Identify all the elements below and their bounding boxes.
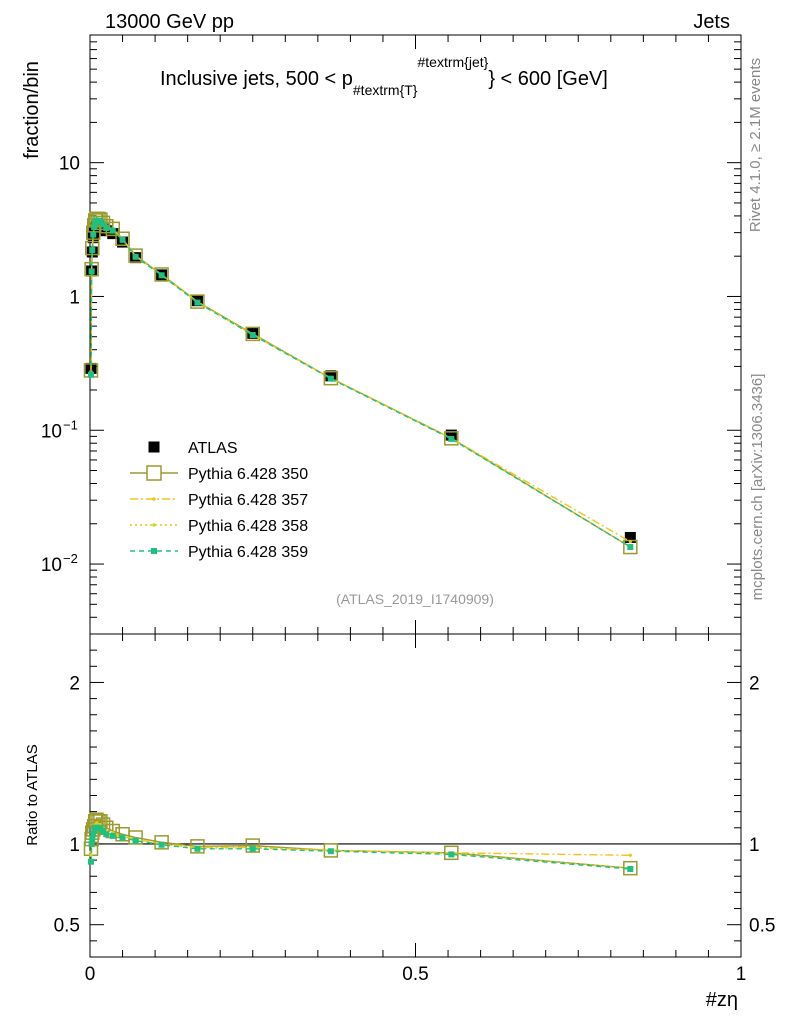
ratio-y-tick-label-right: 2 bbox=[749, 673, 760, 694]
mc-marker-1 bbox=[190, 294, 205, 309]
mc-marker-4 bbox=[627, 865, 634, 872]
mc-marker-4 bbox=[448, 851, 455, 858]
ratio-axis-ticks: 2 2 1 1 0.5 0.5 0 0.5 1 bbox=[54, 633, 775, 985]
mc-marker-4 bbox=[249, 845, 256, 852]
series-line-2 bbox=[90, 822, 631, 856]
legend-entry-label: Pythia 6.428 350 bbox=[188, 466, 308, 483]
ratio-series-layer bbox=[83, 812, 638, 876]
mc-marker-4 bbox=[88, 268, 95, 275]
mc-marker-4 bbox=[89, 247, 96, 254]
mc-marker-1 bbox=[245, 838, 260, 853]
mc-marker-3 bbox=[89, 853, 93, 857]
mc-marker-4 bbox=[90, 231, 97, 238]
mc-marker-4 bbox=[109, 832, 116, 839]
category-label: Jets bbox=[693, 11, 730, 33]
y-tick-label: 10 bbox=[41, 555, 62, 576]
ratio-y-tick-label-right: 1 bbox=[749, 835, 760, 856]
mc-marker-4 bbox=[89, 836, 96, 843]
main-y-label: fraction/bin bbox=[21, 61, 43, 159]
x-tick-label: 0 bbox=[85, 964, 96, 985]
legend-entry-label: Pythia 6.428 358 bbox=[188, 518, 308, 535]
series-line-2 bbox=[90, 218, 631, 543]
mc-marker-2 bbox=[628, 540, 632, 544]
mc-marker-1 bbox=[115, 231, 130, 246]
ratio-panel-frame bbox=[89, 633, 742, 958]
mc-marker-4 bbox=[194, 299, 201, 306]
chart-title-prefix: Inclusive jets, 500 < p bbox=[160, 68, 353, 90]
mc-marker-4 bbox=[627, 544, 634, 551]
ratio-y-tick-label: 0.5 bbox=[54, 916, 80, 937]
x-tick-label: 1 bbox=[736, 964, 747, 985]
legend-entry-label: ATLAS bbox=[188, 440, 238, 457]
mc-marker-4 bbox=[91, 224, 98, 231]
mc-marker-4 bbox=[87, 371, 94, 378]
legend-marker-4 bbox=[151, 548, 157, 554]
x-tick-label: 0.5 bbox=[402, 964, 428, 985]
mc-marker-4 bbox=[100, 828, 107, 835]
legend-entry-label: Pythia 6.428 359 bbox=[188, 544, 308, 561]
ratio-y-tick-label: 2 bbox=[69, 673, 80, 694]
chart-title-subscript: #textrm{T} bbox=[353, 82, 418, 98]
mc-marker-4 bbox=[97, 218, 104, 225]
mc-marker-1 bbox=[444, 431, 459, 446]
series-line-1 bbox=[90, 218, 631, 548]
main-series-layer bbox=[83, 211, 638, 555]
data-point bbox=[624, 531, 636, 543]
legend: ATLAS Pythia 6.428 350 Pythia 6.428 357 Pyt… bbox=[130, 440, 308, 561]
data-point bbox=[445, 429, 457, 441]
mc-marker-4 bbox=[87, 858, 94, 865]
mc-marker-1 bbox=[323, 370, 339, 386]
mc-marker-4 bbox=[103, 224, 110, 231]
mc-marker-4 bbox=[132, 837, 139, 844]
mc-marker-4 bbox=[90, 831, 97, 838]
mc-marker-4 bbox=[119, 834, 126, 841]
chart-title-suffix: } < 600 [GeV] bbox=[488, 68, 608, 90]
y-tick-label: 10 bbox=[41, 421, 62, 442]
legend-marker-data bbox=[148, 441, 160, 453]
series-line-4 bbox=[90, 827, 631, 870]
mc-marker-1 bbox=[128, 248, 143, 263]
mc-marker-1 bbox=[245, 326, 260, 342]
mc-marker-4 bbox=[97, 824, 104, 831]
mc-marker-1 bbox=[91, 211, 106, 227]
rivet-label: Rivet 4.1.0, ≥ 2.1M events bbox=[747, 58, 764, 232]
ratio-y-label: Ratio to ATLAS bbox=[24, 744, 41, 845]
mc-marker-4 bbox=[158, 841, 165, 848]
mc-marker-4 bbox=[327, 375, 334, 382]
ratio-y-tick-label: 1 bbox=[69, 835, 80, 856]
legend-marker-2 bbox=[152, 497, 156, 501]
mc-marker-4 bbox=[132, 253, 139, 260]
mc-marker-4 bbox=[158, 272, 165, 279]
mc-marker-1 bbox=[154, 267, 169, 282]
mc-marker-4 bbox=[100, 221, 107, 228]
energy-label: 13000 GeV pp bbox=[105, 11, 234, 33]
mc-marker-1 bbox=[154, 835, 169, 850]
y-tick-label: 1 bbox=[69, 287, 80, 308]
legend-entry-label: Pythia 6.428 357 bbox=[188, 492, 308, 509]
chart-title: Inclusive jets, 500 < p#textrm{T} #textrm… bbox=[160, 54, 608, 98]
y-tick-exponent: −2 bbox=[63, 551, 78, 566]
mc-marker-4 bbox=[109, 227, 116, 234]
mc-marker-4 bbox=[249, 332, 256, 339]
y-tick-exponent: −1 bbox=[63, 417, 78, 432]
mc-marker-4 bbox=[448, 435, 455, 442]
ratio-y-tick-label-right: 0.5 bbox=[749, 916, 775, 937]
mc-marker-4 bbox=[194, 845, 201, 852]
mc-marker-4 bbox=[91, 828, 98, 835]
mc-marker-4 bbox=[103, 831, 110, 838]
legend-marker-1 bbox=[146, 465, 162, 481]
legend-marker-3 bbox=[152, 523, 156, 527]
mc-marker-4 bbox=[88, 840, 95, 847]
y-tick-label: 10 bbox=[59, 154, 80, 175]
chart-title-superscript: #textrm{jet} bbox=[417, 54, 488, 70]
mc-marker-2 bbox=[628, 853, 632, 857]
mc-marker-4 bbox=[119, 236, 126, 243]
site-label: mcplots.cern.ch [arXiv:1306.3436] bbox=[749, 374, 766, 601]
mc-marker-4 bbox=[327, 848, 334, 855]
analysis-id: (ATLAS_2019_I1740909) bbox=[336, 591, 494, 607]
x-axis-label: #zη bbox=[706, 989, 738, 1011]
